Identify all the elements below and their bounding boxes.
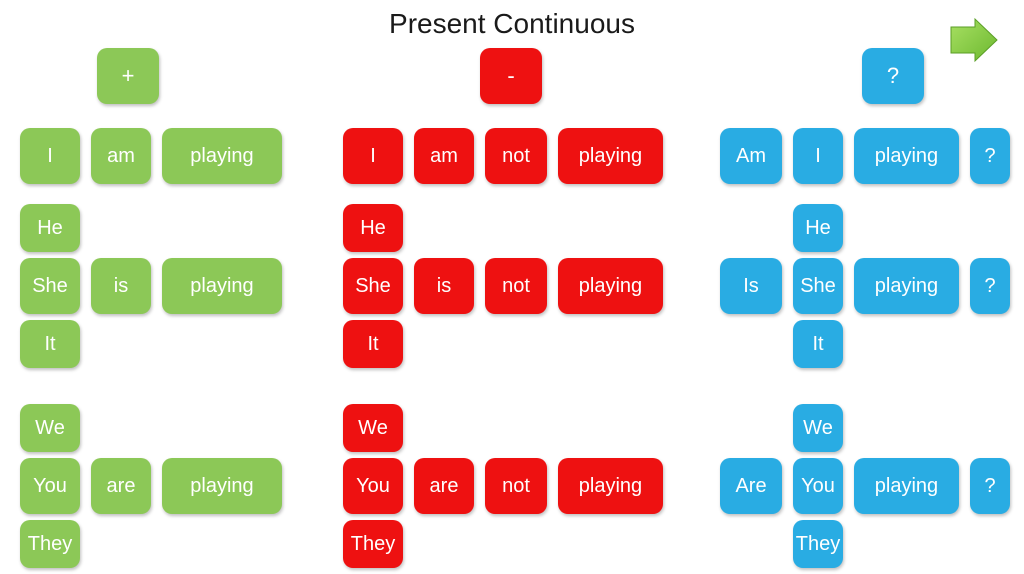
word-block-not-negative-3[interactable]: not xyxy=(485,458,547,514)
word-block-i-negative-1[interactable]: I xyxy=(343,128,403,184)
word-block-playing-question-2[interactable]: playing xyxy=(854,258,959,314)
word-block-it-negative-2[interactable]: It xyxy=(343,320,403,368)
word-block-am-question-1[interactable]: Am xyxy=(720,128,782,184)
word-block-he-question-2[interactable]: He xyxy=(793,204,843,252)
word-block-she-question-2[interactable]: She xyxy=(793,258,843,314)
word-block-she-affirmative-2[interactable]: She xyxy=(20,258,80,314)
word-block-am-affirmative-1[interactable]: am xyxy=(91,128,151,184)
word-block-we-question-3[interactable]: We xyxy=(793,404,843,452)
word-block-playing-negative-2[interactable]: playing xyxy=(558,258,663,314)
page-title: Present Continuous xyxy=(0,8,1024,40)
word-block-not-negative-1[interactable]: not xyxy=(485,128,547,184)
word-block-qmark-question-1[interactable]: ? xyxy=(970,128,1010,184)
word-block-not-negative-2[interactable]: not xyxy=(485,258,547,314)
question-header-symbol: ? xyxy=(862,48,924,104)
word-block-they-affirmative-3[interactable]: They xyxy=(20,520,80,568)
word-block-playing-question-3[interactable]: playing xyxy=(854,458,959,514)
word-block-it-question-2[interactable]: It xyxy=(793,320,843,368)
word-block-they-negative-3[interactable]: They xyxy=(343,520,403,568)
next-arrow-icon[interactable] xyxy=(944,15,1004,65)
word-block-are-question-3[interactable]: Are xyxy=(720,458,782,514)
word-block-playing-affirmative-1[interactable]: playing xyxy=(162,128,282,184)
word-block-you-negative-3[interactable]: You xyxy=(343,458,403,514)
word-block-it-affirmative-2[interactable]: It xyxy=(20,320,80,368)
word-block-you-question-3[interactable]: You xyxy=(793,458,843,514)
word-block-am-negative-1[interactable]: am xyxy=(414,128,474,184)
negative-header-symbol: - xyxy=(480,48,542,104)
word-block-playing-affirmative-3[interactable]: playing xyxy=(162,458,282,514)
word-block-he-affirmative-2[interactable]: He xyxy=(20,204,80,252)
word-block-is-negative-2[interactable]: is xyxy=(414,258,474,314)
word-block-they-question-3[interactable]: They xyxy=(793,520,843,568)
word-block-qmark-question-3[interactable]: ? xyxy=(970,458,1010,514)
word-block-is-affirmative-2[interactable]: is xyxy=(91,258,151,314)
word-block-i-question-1[interactable]: I xyxy=(793,128,843,184)
word-block-playing-negative-3[interactable]: playing xyxy=(558,458,663,514)
word-block-we-affirmative-3[interactable]: We xyxy=(20,404,80,452)
word-block-playing-question-1[interactable]: playing xyxy=(854,128,959,184)
word-block-qmark-question-2[interactable]: ? xyxy=(970,258,1010,314)
word-block-playing-affirmative-2[interactable]: playing xyxy=(162,258,282,314)
word-block-we-negative-3[interactable]: We xyxy=(343,404,403,452)
affirmative-header-symbol: + xyxy=(97,48,159,104)
word-block-playing-negative-1[interactable]: playing xyxy=(558,128,663,184)
word-block-she-negative-2[interactable]: She xyxy=(343,258,403,314)
word-block-i-affirmative-1[interactable]: I xyxy=(20,128,80,184)
word-block-are-negative-3[interactable]: are xyxy=(414,458,474,514)
word-block-is-question-2[interactable]: Is xyxy=(720,258,782,314)
word-block-you-affirmative-3[interactable]: You xyxy=(20,458,80,514)
word-block-he-negative-2[interactable]: He xyxy=(343,204,403,252)
word-block-are-affirmative-3[interactable]: are xyxy=(91,458,151,514)
